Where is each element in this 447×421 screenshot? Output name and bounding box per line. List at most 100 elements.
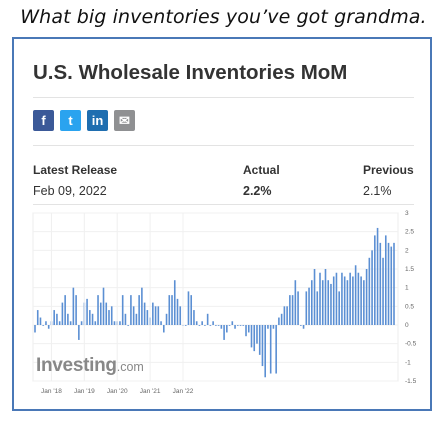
bar — [212, 321, 214, 325]
bar — [316, 291, 319, 325]
twitter-icon[interactable]: t — [60, 110, 81, 131]
bar — [280, 313, 283, 325]
bar — [201, 321, 203, 325]
bar — [324, 269, 327, 325]
bar — [154, 306, 157, 325]
bar — [179, 306, 182, 325]
bar — [223, 325, 225, 340]
bar — [327, 280, 330, 325]
bar — [283, 306, 286, 325]
bar — [72, 287, 75, 325]
bar — [258, 325, 261, 355]
bar — [368, 257, 371, 325]
bar — [69, 321, 72, 325]
y-tick-label: 0.5 — [405, 303, 414, 310]
bar — [387, 242, 390, 325]
bar — [113, 321, 116, 325]
bar — [119, 321, 121, 325]
bar — [160, 321, 162, 325]
previous-value: 2.1% — [363, 184, 392, 198]
bar — [300, 325, 302, 326]
y-tick-label: -1.5 — [405, 378, 417, 385]
bar — [360, 276, 362, 325]
bar — [390, 246, 393, 325]
caption: What big inventories you’ve got grandma. — [20, 6, 427, 28]
bar — [220, 325, 223, 329]
bar — [67, 313, 69, 325]
bar — [141, 287, 143, 325]
bar — [168, 295, 171, 325]
logo-main: Investing — [36, 355, 117, 376]
bar — [99, 302, 102, 325]
email-icon[interactable]: ✉ — [114, 110, 135, 131]
bar — [302, 325, 305, 329]
bar — [80, 321, 83, 325]
bar — [190, 295, 193, 325]
bar — [53, 310, 55, 325]
inventories-bar-chart: 3 2.5 2 1.5 1 0.5 0 -0.5 -1 -1.5 Jan '18 Jan '19 Jan… — [32, 210, 417, 395]
bar — [354, 265, 357, 325]
bar — [264, 325, 266, 378]
bar — [247, 325, 250, 333]
actual-label: Actual — [243, 163, 280, 177]
logo-suffix: .com — [116, 360, 144, 374]
bar — [310, 280, 313, 325]
bar — [206, 313, 209, 325]
bar — [187, 291, 190, 325]
linkedin-icon[interactable]: in — [87, 110, 108, 131]
bar — [384, 235, 387, 325]
bar — [357, 272, 360, 325]
actual: Actual 2.2% — [243, 163, 280, 198]
bar — [152, 302, 154, 325]
bar — [34, 325, 36, 333]
bar — [195, 321, 198, 325]
facebook-icon[interactable]: f — [33, 110, 54, 131]
bar — [89, 310, 91, 325]
bar — [256, 325, 258, 344]
bar — [132, 306, 135, 325]
share-buttons: f t in ✉ — [33, 110, 135, 131]
y-tick-label: 0 — [405, 322, 409, 329]
bar — [261, 325, 264, 367]
bar — [374, 235, 376, 325]
x-tick-label: Jan '19 — [74, 388, 95, 395]
bar — [47, 325, 50, 329]
page-title: U.S. Wholesale Inventories MoM — [33, 61, 348, 84]
latest-release: Latest Release Feb 09, 2022 — [33, 163, 117, 198]
bar — [75, 295, 77, 325]
bar — [321, 280, 324, 325]
y-tick-label: 2.5 — [405, 229, 414, 236]
bar — [291, 295, 294, 325]
y-tick-label: 1 — [405, 285, 409, 292]
bar — [78, 325, 80, 340]
y-tick-label: 1.5 — [405, 266, 414, 273]
divider — [33, 97, 414, 98]
bar — [45, 321, 47, 325]
bar — [39, 317, 42, 325]
previous: Previous 2.1% — [363, 163, 414, 198]
bar — [294, 280, 297, 325]
bar — [138, 295, 140, 325]
bar — [349, 272, 351, 325]
y-tick-label: 2 — [405, 247, 409, 254]
bar — [286, 306, 288, 325]
bar — [64, 295, 66, 325]
y-tick-label: 3 — [405, 210, 409, 217]
bar — [245, 325, 247, 337]
bar — [335, 272, 338, 325]
latest-release-date: Feb 09, 2022 — [33, 184, 107, 198]
bar — [393, 242, 395, 325]
bar — [269, 325, 272, 374]
bar — [330, 283, 332, 325]
x-tick-label: Jan '18 — [41, 388, 62, 395]
bar — [239, 325, 242, 326]
bar — [376, 227, 379, 325]
bar — [173, 280, 176, 325]
x-tick-label: Jan '22 — [173, 388, 194, 395]
bar — [110, 306, 113, 325]
bar — [127, 325, 129, 326]
divider — [33, 145, 414, 146]
bar — [275, 325, 277, 374]
bar — [234, 325, 236, 329]
x-tick-label: Jan '20 — [107, 388, 128, 395]
